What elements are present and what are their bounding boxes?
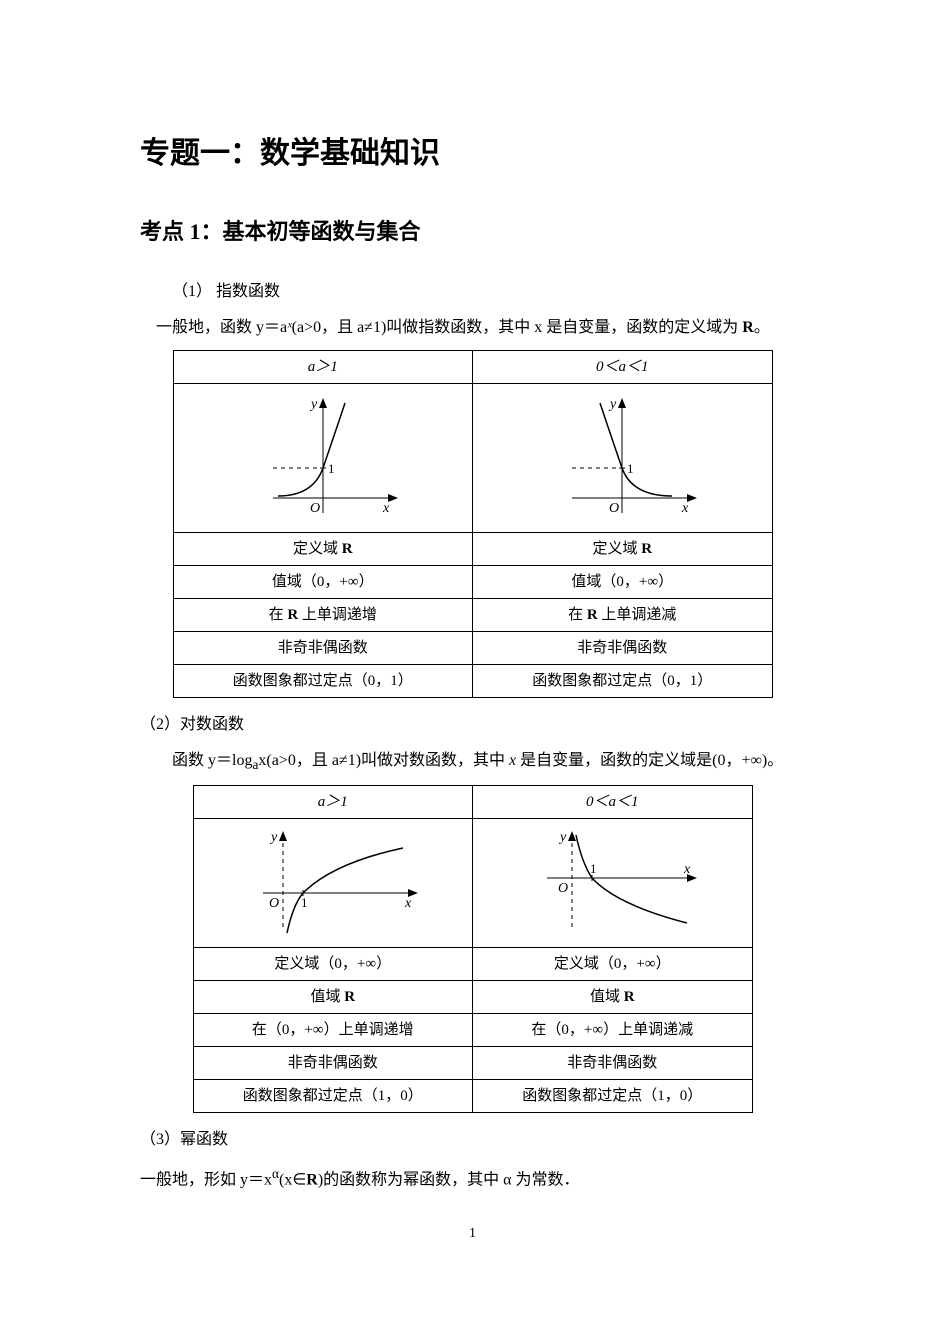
- exp-header-left: a＞1: [173, 351, 473, 384]
- cell: 非奇非偶函数: [473, 632, 773, 665]
- cell: 函数图象都过定点（0，1）: [173, 665, 473, 698]
- log-header-left: a＞1: [193, 786, 473, 819]
- table-row: 值域（0，+∞） 值域（0，+∞）: [173, 566, 772, 599]
- log-graph-inc: y x O 1: [193, 819, 473, 948]
- cell: 在 R 上单调递减: [473, 599, 773, 632]
- title-h1: 专题一：数学基础知识: [140, 130, 805, 178]
- cell: 非奇非偶函数: [193, 1047, 473, 1080]
- cell: 在（0，+∞）上单调递减: [473, 1014, 753, 1047]
- cell: 定义域 R: [473, 533, 773, 566]
- sec2-desc: 函数 y＝logax(a>0，且 a≠1)叫做对数函数，其中 x 是自变量，函数…: [140, 748, 805, 776]
- exp-table: a＞1 0＜a＜1 y x: [173, 350, 773, 698]
- table-row: 非奇非偶函数 非奇非偶函数: [193, 1047, 752, 1080]
- svg-text:x: x: [382, 501, 390, 516]
- exp-graph-dec: y x O 1: [473, 384, 773, 533]
- cell: 函数图象都过定点（1，0）: [193, 1080, 473, 1113]
- table-row: 函数图象都过定点（0，1） 函数图象都过定点（0，1）: [173, 665, 772, 698]
- cell: 非奇非偶函数: [173, 632, 473, 665]
- svg-text:O: O: [310, 501, 320, 516]
- document-page: 专题一：数学基础知识 考点 1：基本初等函数与集合 （1） 指数函数 一般地，函…: [0, 0, 945, 1285]
- log-graph-dec: y x O 1: [473, 819, 753, 948]
- svg-text:1: 1: [590, 861, 597, 876]
- cell: 定义域（0，+∞）: [473, 948, 753, 981]
- table-header-row: a＞1 0＜a＜1: [193, 786, 752, 819]
- cell: 定义域（0，+∞）: [193, 948, 473, 981]
- sec2-heading: （2）对数函数: [140, 712, 805, 738]
- sec3-desc: 一般地，形如 y＝xα(x∈R)的函数称为幂函数，其中 α 为常数．: [140, 1163, 805, 1193]
- exp-graph-inc: y x O 1: [173, 384, 473, 533]
- svg-text:y: y: [269, 830, 278, 845]
- svg-text:1: 1: [301, 895, 308, 910]
- svg-text:O: O: [609, 501, 619, 516]
- svg-text:O: O: [269, 896, 279, 911]
- table-header-row: a＞1 0＜a＜1: [173, 351, 772, 384]
- svg-text:x: x: [683, 862, 691, 877]
- table-row: 非奇非偶函数 非奇非偶函数: [173, 632, 772, 665]
- cell: 值域 R: [193, 981, 473, 1014]
- svg-text:y: y: [558, 830, 567, 845]
- table-row: 在（0，+∞）上单调递增 在（0，+∞）上单调递减: [193, 1014, 752, 1047]
- exp-inc-svg: y x O 1: [223, 388, 423, 528]
- cell: 函数图象都过定点（0，1）: [473, 665, 773, 698]
- svg-text:x: x: [681, 501, 689, 516]
- table-row: 值域 R 值域 R: [193, 981, 752, 1014]
- svg-text:O: O: [558, 881, 568, 896]
- cell: 值域（0，+∞）: [473, 566, 773, 599]
- cell: 在（0，+∞）上单调递增: [193, 1014, 473, 1047]
- table-row: 定义域 R 定义域 R: [173, 533, 772, 566]
- cell: 值域（0，+∞）: [173, 566, 473, 599]
- log-header-right: 0＜a＜1: [473, 786, 753, 819]
- subtitle-h2: 考点 1：基本初等函数与集合: [140, 214, 805, 249]
- svg-text:y: y: [608, 397, 617, 412]
- svg-text:y: y: [309, 397, 318, 412]
- page-number: 1: [140, 1223, 805, 1245]
- cell: 定义域 R: [173, 533, 473, 566]
- cell: 非奇非偶函数: [473, 1047, 753, 1080]
- sec3-heading: （3）幂函数: [140, 1127, 805, 1153]
- svg-text:x: x: [404, 896, 412, 911]
- svg-text:1: 1: [328, 461, 335, 476]
- exp-dec-svg: y x O 1: [522, 388, 722, 528]
- sec1-heading: （1） 指数函数: [140, 279, 805, 305]
- table-row: 定义域（0，+∞） 定义域（0，+∞）: [193, 948, 752, 981]
- cell: 值域 R: [473, 981, 753, 1014]
- svg-text:1: 1: [627, 461, 634, 476]
- sec1-desc: 一般地，函数 y＝aˣ(a>0，且 a≠1)叫做指数函数，其中 x 是自变量，函…: [140, 315, 805, 341]
- log-inc-svg: y x O 1: [223, 823, 443, 943]
- exp-header-right: 0＜a＜1: [473, 351, 773, 384]
- cell: 在 R 上单调递增: [173, 599, 473, 632]
- table-row: 在 R 上单调递增 在 R 上单调递减: [173, 599, 772, 632]
- cell: 函数图象都过定点（1，0）: [473, 1080, 753, 1113]
- table-row: 函数图象都过定点（1，0） 函数图象都过定点（1，0）: [193, 1080, 752, 1113]
- log-table: a＞1 0＜a＜1 y x O 1: [193, 785, 753, 1113]
- log-graph-row: y x O 1 y x O 1: [193, 819, 752, 948]
- log-dec-svg: y x O 1: [502, 823, 722, 943]
- exp-graph-row: y x O 1 y x O 1: [173, 384, 772, 533]
